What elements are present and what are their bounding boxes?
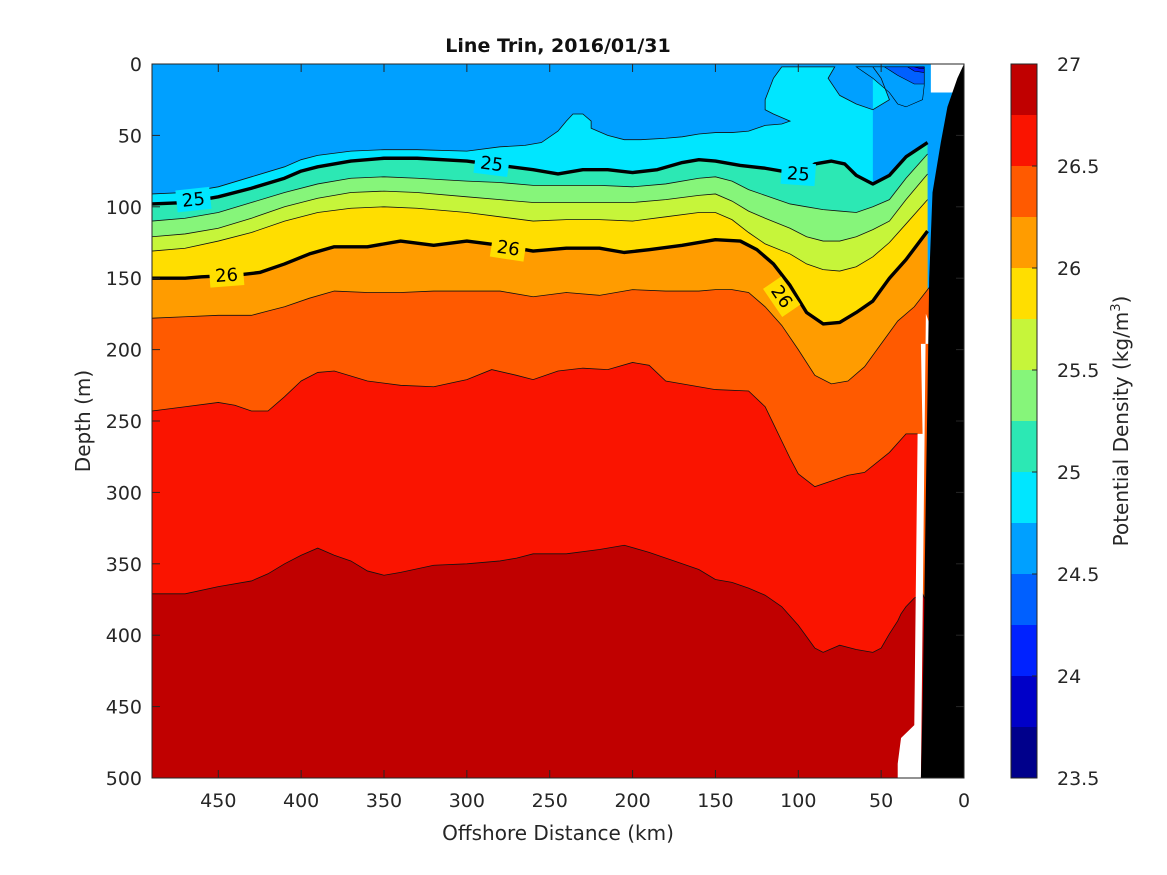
x-tick-label: 350 — [366, 790, 402, 812]
colorbar-swatch — [1011, 472, 1037, 523]
colorbar-swatch — [1011, 727, 1037, 778]
y-tick-label: 400 — [106, 625, 142, 647]
y-tick-label: 200 — [106, 340, 142, 362]
x-tick-label: 250 — [532, 790, 568, 812]
colorbar-swatch — [1011, 421, 1037, 472]
colorbar-tick-label: 24.5 — [1057, 564, 1099, 586]
contour-label-gap — [489, 234, 527, 262]
y-tick-label: 150 — [106, 268, 142, 290]
y-tick-label: 50 — [118, 125, 142, 147]
bold-contour-25 — [152, 141, 929, 206]
contour-line-25.75 — [152, 199, 928, 272]
x-tick-label: 400 — [283, 790, 319, 812]
x-axis-ticks: 450 400 350 300 250 200 150 100 50 0 — [200, 64, 970, 812]
x-tick-label: 300 — [449, 790, 485, 812]
colorbar-swatch — [1011, 523, 1037, 574]
contour-label-gap — [473, 150, 510, 178]
contour-line-26.25 — [152, 285, 932, 385]
y-tick-label: 0 — [130, 54, 142, 76]
colorbar-tick-label: 25.5 — [1057, 360, 1099, 382]
colorbar-label: Potential Density (kg/m3) — [1109, 296, 1133, 547]
contour-lines — [152, 66, 932, 653]
colorbar-tick-label: 24 — [1057, 666, 1081, 688]
contour-label-gap — [763, 276, 801, 318]
contour-label-gap — [780, 161, 817, 187]
land-mask — [920, 64, 964, 778]
colorbar-ticks: 27 26.5 26 25.5 25 24.5 24 23.5 — [1032, 54, 1099, 790]
colorbar-tick-label: 27 — [1057, 54, 1081, 76]
contour-line-24.75 — [152, 66, 890, 195]
colorbar-swatch — [1011, 115, 1037, 166]
contour-label-gap — [175, 186, 212, 213]
contour-label-26: 26 — [495, 237, 521, 261]
x-tick-label: 50 — [869, 790, 893, 812]
colorbar — [1011, 64, 1037, 778]
contour-label-25: 25 — [786, 163, 810, 186]
contour-label-25: 25 — [479, 153, 504, 177]
y-tick-label: 350 — [106, 554, 142, 576]
colorbar-tick-label: 26.5 — [1057, 156, 1099, 178]
contour-line-25.25 — [152, 153, 928, 222]
y-axis-label: Depth (m) — [71, 370, 95, 472]
y-axis-ticks: 0 50 100 150 200 250 300 350 400 450 500 — [106, 54, 964, 790]
x-tick-label: 200 — [614, 790, 650, 812]
colorbar-swatch — [1011, 268, 1037, 319]
bold-contour-26 — [152, 230, 929, 326]
colorbar-swatch — [1011, 676, 1037, 727]
colorbar-swatch — [1011, 370, 1037, 421]
x-axis-label: Offshore Distance (km) — [442, 821, 674, 845]
chart-title: Line Trin, 2016/01/31 — [445, 35, 670, 57]
contour-line-26.75 — [152, 544, 932, 653]
y-tick-label: 250 — [106, 411, 142, 433]
x-tick-label: 0 — [958, 790, 970, 812]
colorbar-frame — [1010, 63, 1038, 779]
y-tick-label: 300 — [106, 482, 142, 504]
contour-line-25.5 — [152, 173, 928, 242]
colorbar-label-superscript: 3 — [1109, 303, 1124, 311]
x-tick-label: 100 — [780, 790, 816, 812]
contour-label-gap — [208, 263, 245, 288]
colorbar-swatch — [1011, 574, 1037, 625]
colorbar-tick-label: 26 — [1057, 258, 1081, 280]
colorbar-tick-label: 23.5 — [1057, 768, 1099, 790]
no-data-region-0 — [897, 313, 931, 778]
colorbar-swatch — [1011, 625, 1037, 676]
y-tick-label: 450 — [106, 697, 142, 719]
contour-label-26: 26 — [214, 265, 238, 288]
contour-line-26.5 — [152, 362, 918, 488]
colorbar-tick-label: 25 — [1057, 462, 1081, 484]
colorbar-label-text: Potential Density (kg/m — [1109, 312, 1133, 547]
colorbar-swatch — [1011, 64, 1037, 115]
colorbar-swatch — [1011, 166, 1037, 217]
colorbar-label-suffix: ) — [1109, 296, 1133, 304]
colorbar-swatch — [1011, 217, 1037, 268]
contour-label-25: 25 — [181, 188, 206, 211]
contour-bands — [152, 64, 964, 778]
surface-band-23.75 — [914, 66, 925, 69]
band-26.75-27 — [152, 545, 931, 778]
y-tick-label: 100 — [106, 197, 142, 219]
colorbar-swatch — [1011, 319, 1037, 370]
x-tick-label: 150 — [697, 790, 733, 812]
x-tick-label: 450 — [200, 790, 236, 812]
y-tick-label: 500 — [106, 768, 142, 790]
